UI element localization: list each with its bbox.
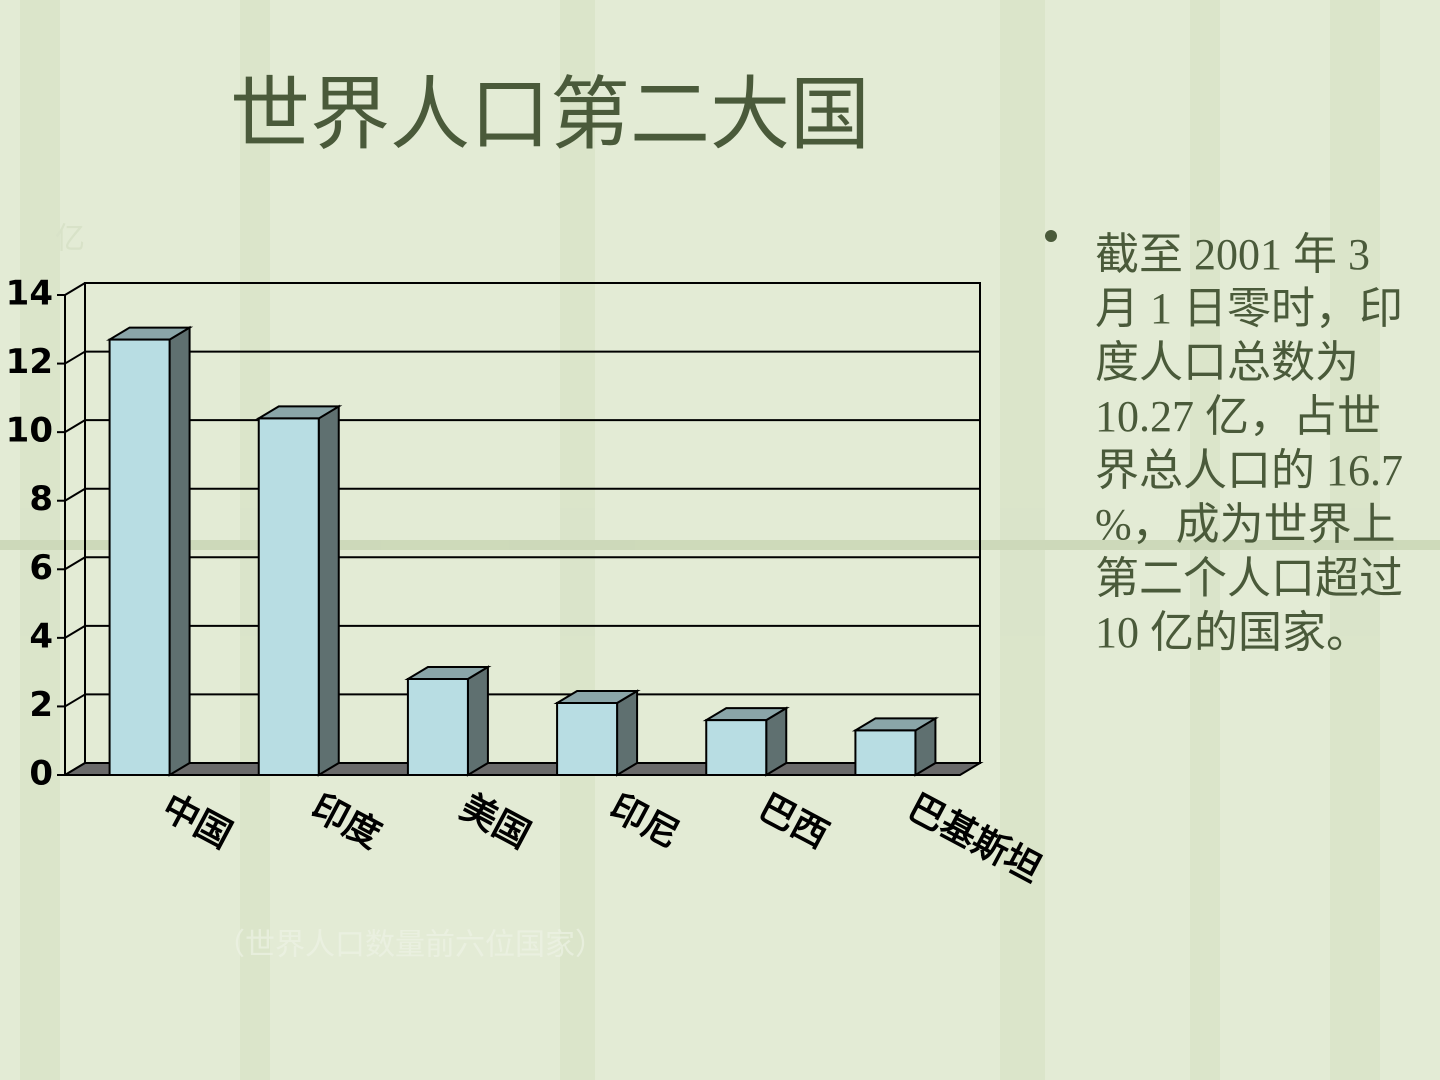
- y-tick-label: 14: [6, 274, 53, 314]
- bullet-dot: [1045, 230, 1057, 242]
- grid-line: [64, 419, 86, 434]
- bar: [705, 719, 768, 777]
- plot-back-wall: [84, 282, 981, 764]
- slide-title: 世界人口第二大国: [230, 68, 870, 161]
- y-tick-label: 6: [29, 548, 53, 588]
- x-tick-label: 中国: [155, 787, 238, 857]
- y-tick-label: 0: [29, 754, 53, 794]
- bar: [406, 678, 469, 776]
- grid-line: [64, 556, 86, 571]
- y-tick-label: 2: [29, 685, 53, 725]
- grid-line: [64, 350, 86, 365]
- floor: [61, 762, 984, 776]
- y-tick-label: 10: [6, 411, 53, 451]
- grid-line: [64, 487, 86, 502]
- chart-caption: （世界人口数量前六位国家）: [215, 928, 605, 963]
- grid-line: [64, 282, 86, 296]
- bar: [556, 702, 619, 776]
- bar: [108, 338, 171, 776]
- grid-line: [64, 624, 86, 639]
- grid-line: [64, 693, 86, 708]
- y-tick-label: 12: [6, 342, 53, 382]
- x-tick-label: 印尼: [603, 787, 686, 857]
- bullet-text: 截至 2001 年 3 月 1 日零时，印度人口总数为 10.27 亿，占世界总…: [1095, 230, 1403, 657]
- bar: [854, 729, 917, 777]
- x-tick-label: 印度: [305, 787, 388, 857]
- bar-side: [616, 689, 639, 777]
- y-axis-label: 亿: [55, 222, 85, 257]
- x-tick-label: 巴西: [752, 787, 835, 857]
- bar-side: [168, 325, 191, 777]
- bar-side: [317, 404, 340, 777]
- bar: [257, 417, 320, 776]
- y-tick-label: 8: [29, 479, 53, 519]
- x-tick-label: 美国: [454, 787, 537, 857]
- bar-side: [466, 665, 489, 777]
- y-tick-label: 4: [29, 616, 53, 656]
